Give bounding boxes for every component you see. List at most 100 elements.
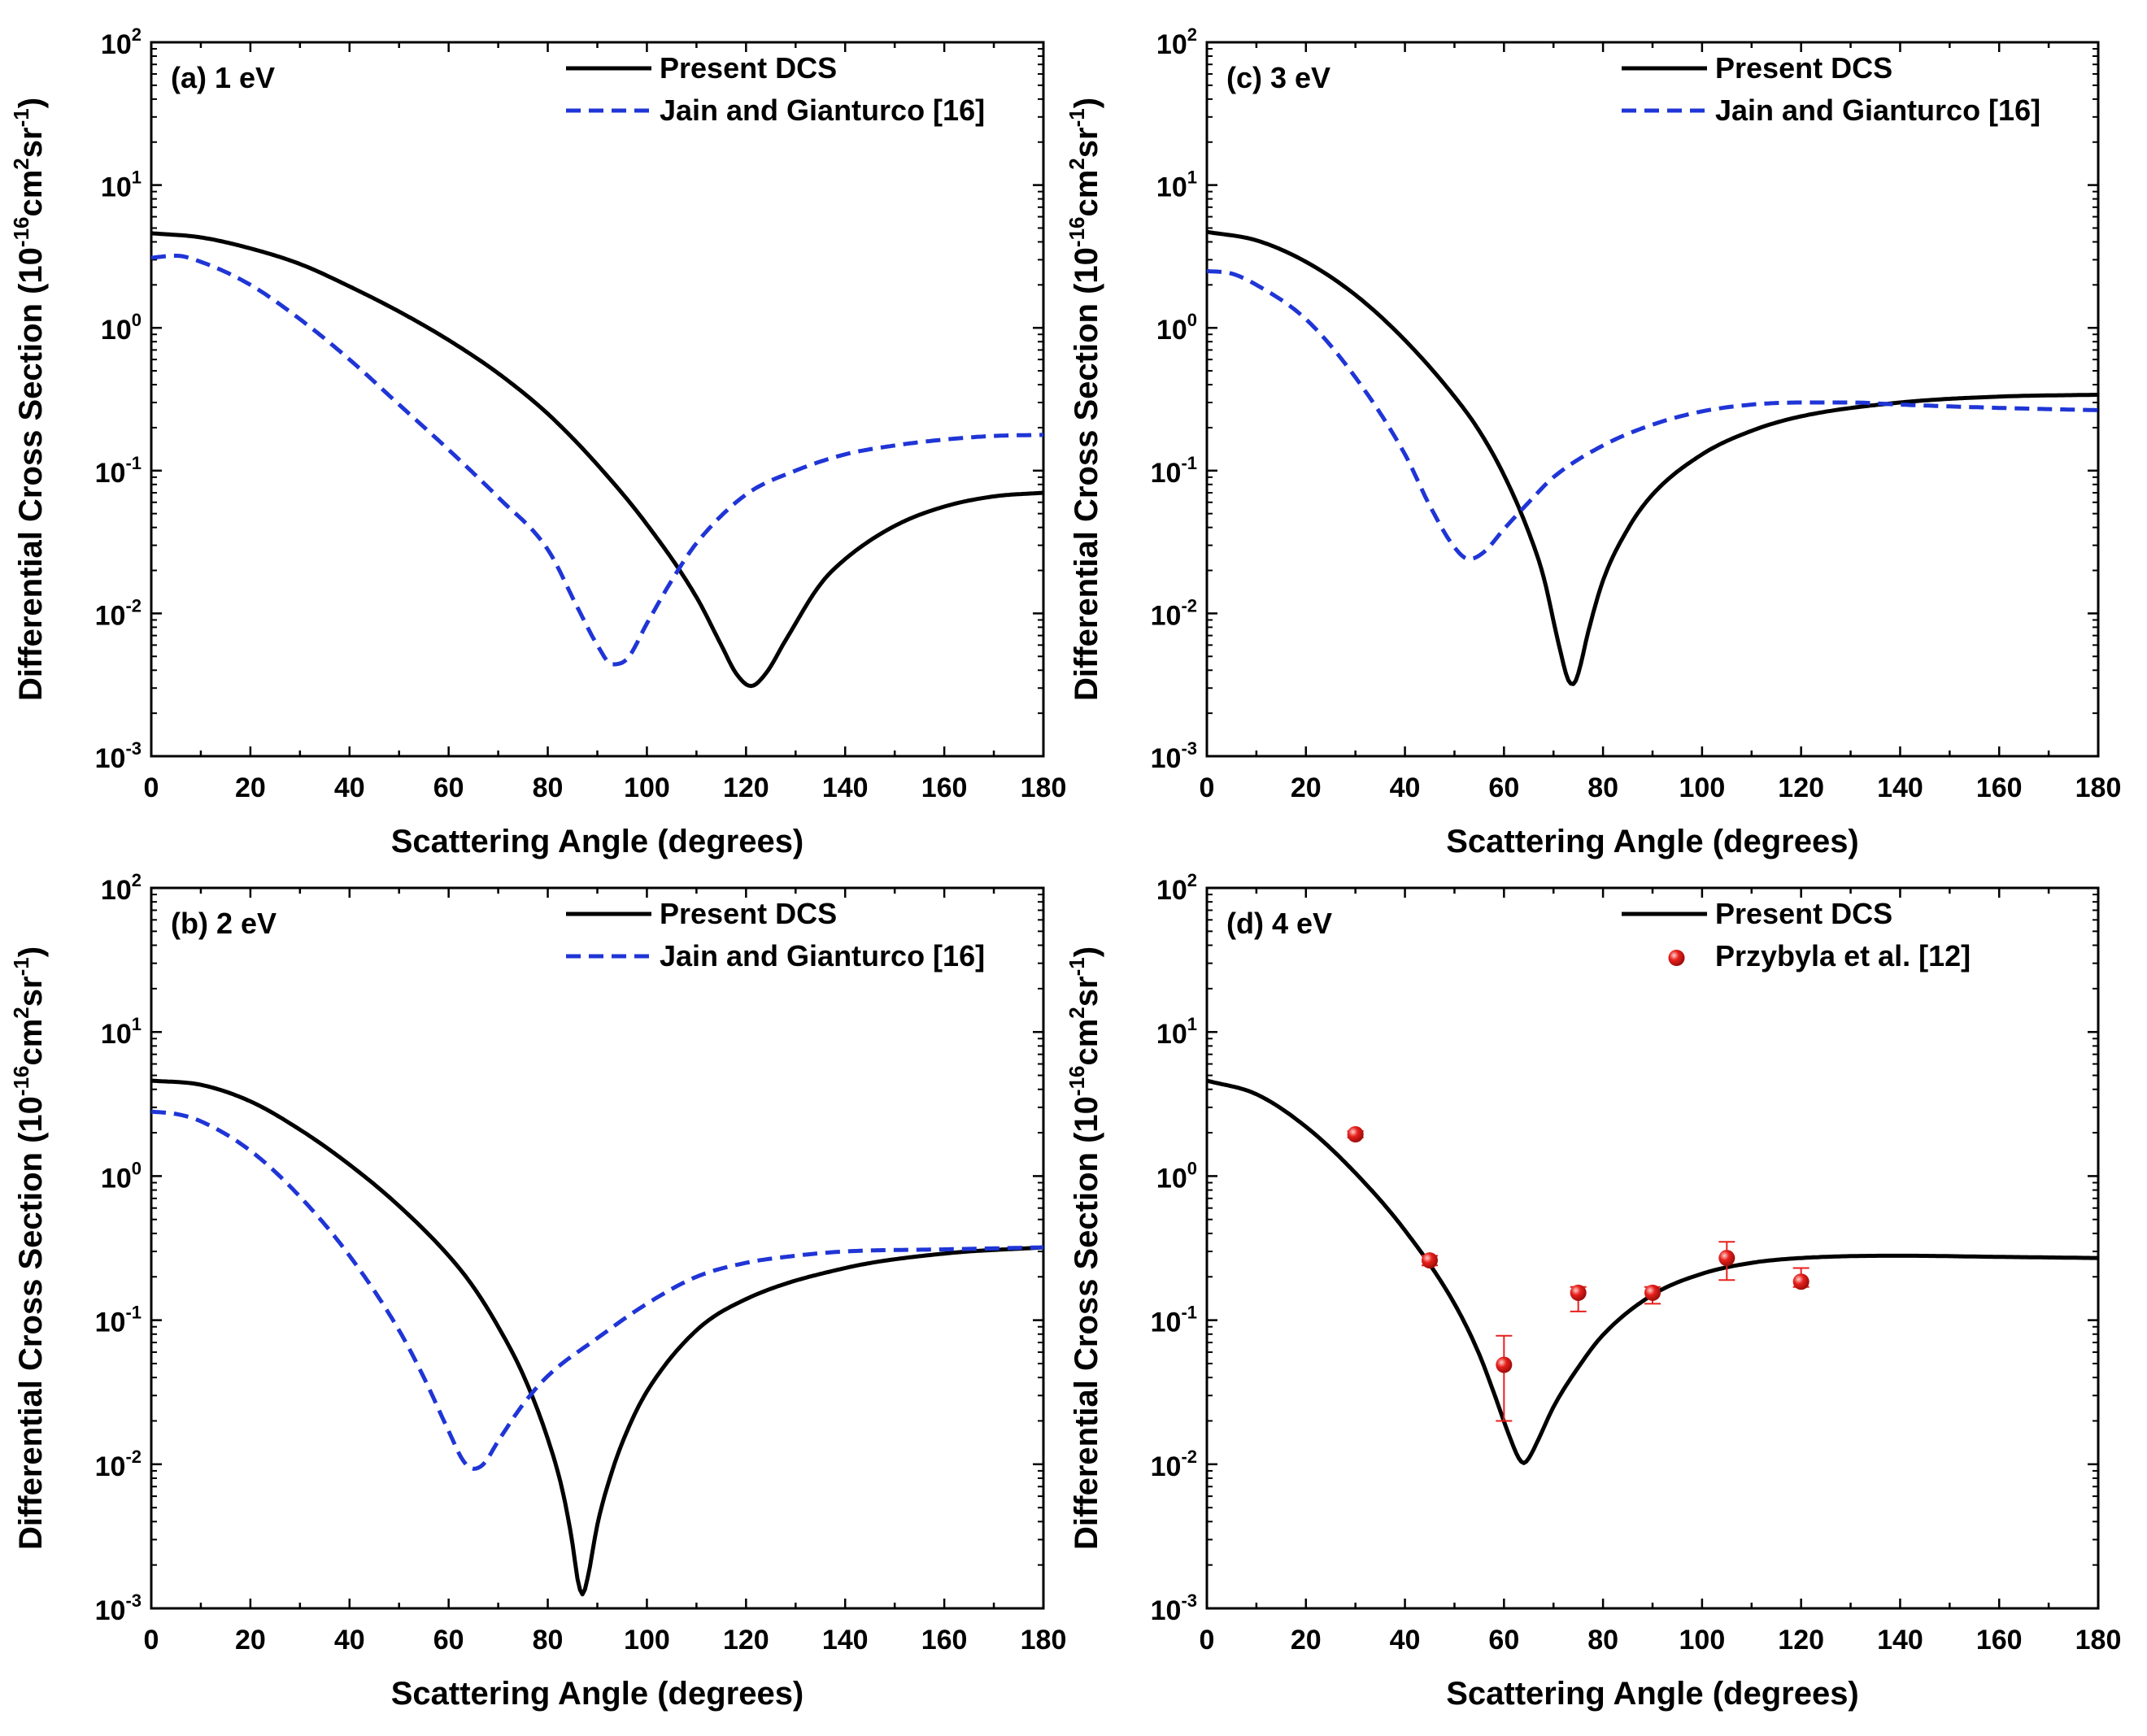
y-tick-label: 10-1 xyxy=(1151,1303,1197,1338)
x-tick-label: 20 xyxy=(1291,1625,1322,1656)
x-tick-label: 60 xyxy=(433,772,464,803)
x-tick-label: 80 xyxy=(1587,1625,1618,1656)
legend-label: Present DCS xyxy=(660,51,837,85)
x-axis-label: Scattering Angle (degrees) xyxy=(1446,824,1859,859)
y-tick-label: 10-3 xyxy=(1151,738,1197,774)
chart-panel-4: 0 20 40 60 80 100 120 140 160 180 10-3 10-2 10-1 100 1… xyxy=(1065,870,2121,1712)
data-point-przybyla xyxy=(1792,1273,1809,1290)
legend-marker-przybyla xyxy=(1668,950,1685,966)
series-line-present-dcs xyxy=(151,231,1043,689)
x-tick-label: 0 xyxy=(1200,772,1215,803)
series-line-jain-gianturco xyxy=(151,1109,1043,1471)
x-tick-label: 100 xyxy=(1679,772,1726,803)
x-tick-label: 120 xyxy=(1778,772,1824,803)
y-tick-label: 102 xyxy=(101,24,142,60)
panel-label: (d) 4 eV xyxy=(1226,907,1332,940)
y-tick-label: 10-1 xyxy=(95,1303,142,1338)
x-tick-label: 140 xyxy=(822,1625,869,1656)
legend-label: Present DCS xyxy=(1715,897,1892,930)
x-tick-label: 40 xyxy=(334,1625,365,1656)
y-tick-label: 100 xyxy=(101,1158,142,1194)
series-line-jain-gianturco xyxy=(1207,268,2098,562)
data-point-przybyla xyxy=(1718,1250,1735,1267)
x-tick-label: 60 xyxy=(1488,772,1519,803)
y-tick-label: 100 xyxy=(101,310,142,346)
y-tick-label: 101 xyxy=(101,1014,142,1050)
y-axis-label: Differential Cross Section (10-16cm2sr-1… xyxy=(1065,98,1104,701)
y-axis-label: Differential Cross Section (10-16cm2sr-1… xyxy=(9,946,49,1550)
x-tick-label: 40 xyxy=(1390,1625,1421,1656)
x-tick-label: 100 xyxy=(624,772,670,803)
x-tick-label: 80 xyxy=(1587,772,1618,803)
x-axis-ticks xyxy=(1205,42,2100,756)
x-tick-label: 100 xyxy=(1679,1625,1726,1656)
legend-label: Jain and Gianturco [16] xyxy=(1715,94,2040,127)
x-axis-ticks xyxy=(150,888,1045,1608)
x-tick-label: 0 xyxy=(144,772,159,803)
series-line-present-dcs xyxy=(1207,1078,2098,1465)
panel-label: (a) 1 eV xyxy=(171,61,275,94)
x-axis-label: Scattering Angle (degrees) xyxy=(391,1676,804,1712)
x-tick-label: 180 xyxy=(1021,1625,1067,1656)
y-tick-label: 101 xyxy=(1156,168,1197,203)
y-axis-ticks xyxy=(1207,886,2098,1610)
data-point-przybyla xyxy=(1570,1284,1587,1301)
x-tick-label: 20 xyxy=(235,772,266,803)
y-tick-label: 100 xyxy=(1156,1158,1197,1194)
y-axis-ticks xyxy=(151,41,1043,758)
legend-label: Jain and Gianturco [16] xyxy=(660,94,985,127)
chart-panel-2: 0 20 40 60 80 100 120 140 160 180 10-3 10-2 10-1 100 1… xyxy=(1065,24,2121,859)
x-tick-label: 0 xyxy=(144,1625,159,1656)
x-tick-label: 40 xyxy=(1390,772,1421,803)
x-tick-label: 60 xyxy=(433,1625,464,1656)
x-tick-label: 140 xyxy=(1877,772,1923,803)
panel-label: (b) 2 eV xyxy=(171,907,277,940)
series-line-jain-gianturco xyxy=(151,254,1043,667)
y-tick-label: 101 xyxy=(101,168,142,203)
series-line-present-dcs xyxy=(1207,229,2098,686)
y-tick-label: 100 xyxy=(1156,310,1197,346)
y-axis-label: Differential Cross Section (10-16cm2sr-1… xyxy=(1065,946,1104,1550)
x-tick-label: 80 xyxy=(533,1625,564,1656)
x-tick-label: 140 xyxy=(822,772,869,803)
x-tick-label: 60 xyxy=(1488,1625,1519,1656)
plot-frame xyxy=(150,886,1045,1610)
x-tick-label: 40 xyxy=(334,772,365,803)
legend-label: Przybyla et al. [12] xyxy=(1715,939,1971,972)
legend-label: Jain and Gianturco [16] xyxy=(660,939,985,972)
x-tick-label: 180 xyxy=(2075,772,2122,803)
panel-label: (c) 3 eV xyxy=(1226,61,1330,94)
chart-panel-3: 0 20 40 60 80 100 120 140 160 180 10-3 10-2 10-1 100 1… xyxy=(9,870,1066,1712)
y-tick-label: 102 xyxy=(1156,24,1197,60)
y-axis-label: Differential Cross Section (10-16cm2sr-1… xyxy=(9,98,49,701)
legend-label: Present DCS xyxy=(1715,51,1892,85)
x-tick-label: 180 xyxy=(1021,772,1067,803)
y-tick-label: 10-1 xyxy=(95,453,142,489)
y-tick-label: 10-2 xyxy=(1151,595,1197,631)
y-tick-label: 10-2 xyxy=(95,1447,142,1482)
data-point-przybyla xyxy=(1422,1252,1438,1269)
x-axis-ticks xyxy=(1205,888,2100,1608)
x-tick-label: 80 xyxy=(533,772,564,803)
y-tick-label: 101 xyxy=(1156,1014,1197,1050)
x-axis-label: Scattering Angle (degrees) xyxy=(1446,1676,1859,1712)
y-tick-label: 10-3 xyxy=(95,1590,142,1626)
x-tick-label: 160 xyxy=(1976,772,2023,803)
series-line-present-dcs xyxy=(151,1078,1043,1597)
x-tick-label: 180 xyxy=(2075,1625,2122,1656)
x-axis-label: Scattering Angle (degrees) xyxy=(391,824,804,859)
x-tick-label: 160 xyxy=(921,1625,968,1656)
chart-panel-1: 0 20 40 60 80 100 120 140 160 180 10-3 10-2 10-1 100 1… xyxy=(9,24,1066,859)
x-axis-ticks xyxy=(150,42,1045,756)
y-tick-label: 102 xyxy=(1156,870,1197,906)
y-tick-label: 102 xyxy=(101,870,142,906)
x-tick-label: 0 xyxy=(1200,1625,1215,1656)
y-tick-label: 10-2 xyxy=(95,595,142,631)
y-axis-ticks xyxy=(1207,41,2098,758)
plot-frame xyxy=(1205,886,2100,1610)
y-axis-ticks xyxy=(151,886,1043,1610)
x-tick-label: 20 xyxy=(1291,772,1322,803)
x-tick-label: 160 xyxy=(1976,1625,2023,1656)
y-tick-label: 10-3 xyxy=(1151,1590,1197,1626)
